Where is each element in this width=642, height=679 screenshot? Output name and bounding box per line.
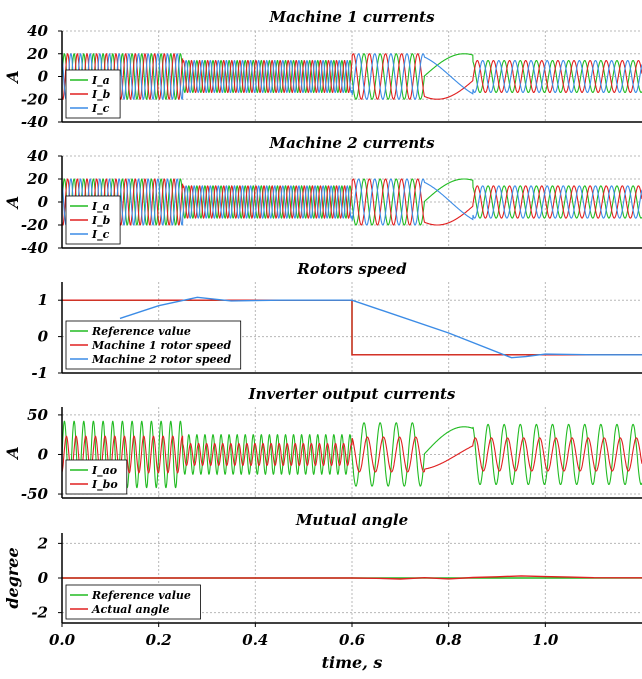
x-tick-label: 0.2 bbox=[146, 631, 172, 649]
series-group bbox=[62, 296, 642, 359]
panel-4: Inverter output currents 50 0 -50 A I_aoI_bo bbox=[3, 385, 642, 503]
y-tick-label: -50 bbox=[21, 485, 49, 503]
x-tick-label: 0.8 bbox=[436, 631, 463, 649]
legend-label: Actual angle bbox=[91, 603, 169, 616]
legend: I_aoI_bo bbox=[65, 459, 128, 495]
y-tick-label: -1 bbox=[31, 364, 48, 382]
panel-1: Machine 1 currents 40 20 0 -20 -40 A I_aI_bI_c bbox=[3, 8, 642, 131]
legend-box bbox=[65, 320, 242, 370]
series-line-i-ao bbox=[62, 420, 642, 489]
y-tick-label: -40 bbox=[21, 113, 49, 131]
y-tick-label: -2 bbox=[31, 604, 48, 622]
y-tick-label: 2 bbox=[37, 534, 48, 552]
legend-label: I_c bbox=[91, 228, 110, 242]
y-tick-label: -20 bbox=[21, 216, 49, 234]
legend-label: I_a bbox=[91, 200, 110, 214]
y-tick-label: 20 bbox=[26, 45, 48, 63]
legend: I_aI_bI_c bbox=[65, 195, 121, 245]
panel-title: Machine 2 currents bbox=[268, 134, 435, 152]
legend-label: I_a bbox=[91, 74, 110, 88]
legend-label: I_b bbox=[91, 88, 111, 102]
y-tick-label: 0 bbox=[38, 445, 49, 463]
y-tick-label: 0 bbox=[38, 193, 49, 211]
series-group bbox=[62, 178, 642, 226]
legend-box bbox=[65, 584, 201, 620]
series-line-machine-1-rotor-speed bbox=[62, 299, 642, 356]
y-axis-label: A bbox=[3, 70, 22, 84]
series-line-i-c bbox=[62, 53, 642, 100]
x-tick-label: 0.0 bbox=[49, 631, 76, 649]
y-tick-label: 40 bbox=[27, 147, 48, 165]
legend: I_aI_bI_c bbox=[65, 69, 121, 119]
y-tick-label: 0 bbox=[38, 328, 49, 346]
y-tick-label: 0 bbox=[38, 68, 49, 86]
legend-label: Reference value bbox=[91, 589, 191, 602]
series-line-i-b bbox=[62, 53, 642, 100]
panel-title: Rotors speed bbox=[296, 260, 407, 278]
panel-title: Mutual angle bbox=[295, 511, 408, 529]
y-tick-label: 40 bbox=[27, 22, 48, 40]
series-group bbox=[62, 53, 642, 100]
y-tick-label: -20 bbox=[21, 90, 49, 108]
legend-label: I_bo bbox=[91, 478, 118, 492]
y-tick-label: 20 bbox=[26, 170, 48, 188]
series-line-i-a bbox=[62, 53, 642, 100]
series-group bbox=[62, 420, 642, 489]
panel-5: Mutual angle 2 0 -2 degree 0.0 0.2 0.4 0.6 0.8 1.0… bbox=[3, 511, 642, 649]
series-line-i-c bbox=[62, 178, 642, 226]
y-tick-label: 0 bbox=[38, 569, 49, 587]
legend-label: Machine 1 rotor speed bbox=[91, 339, 232, 352]
legend-label: I_b bbox=[91, 214, 111, 228]
series-line-i-a bbox=[62, 178, 642, 226]
y-axis-label: A bbox=[3, 196, 22, 210]
series-line-machine-2-rotor-speed bbox=[119, 296, 642, 359]
x-tick-label: 0.4 bbox=[242, 631, 268, 649]
panel-title: Inverter output currents bbox=[248, 385, 456, 403]
y-tick-label: 1 bbox=[38, 291, 48, 309]
series-line-i-b bbox=[62, 178, 642, 226]
legend-label: I_ao bbox=[91, 464, 117, 478]
x-tick-label: 1.0 bbox=[532, 631, 559, 649]
y-tick-label: -40 bbox=[21, 239, 49, 257]
x-tick-label: 0.6 bbox=[339, 631, 366, 649]
series-line-i-bo bbox=[62, 435, 642, 474]
panel-title: Machine 1 currents bbox=[268, 8, 435, 26]
series-group bbox=[62, 575, 642, 580]
y-axis-label: A bbox=[3, 446, 22, 460]
series-line-actual-angle bbox=[62, 575, 642, 580]
legend-label: I_c bbox=[91, 102, 110, 116]
y-axis-label: degree bbox=[3, 547, 22, 608]
y-tick-label: 50 bbox=[27, 406, 48, 424]
x-axis-label: time, s bbox=[322, 653, 383, 672]
legend-box bbox=[65, 459, 128, 495]
legend-label: Machine 2 rotor speed bbox=[91, 353, 232, 366]
panel-2: Machine 2 currents 40 20 0 -20 -40 A I_aI_bI_c bbox=[3, 134, 642, 257]
legend-label: Reference value bbox=[91, 325, 191, 338]
